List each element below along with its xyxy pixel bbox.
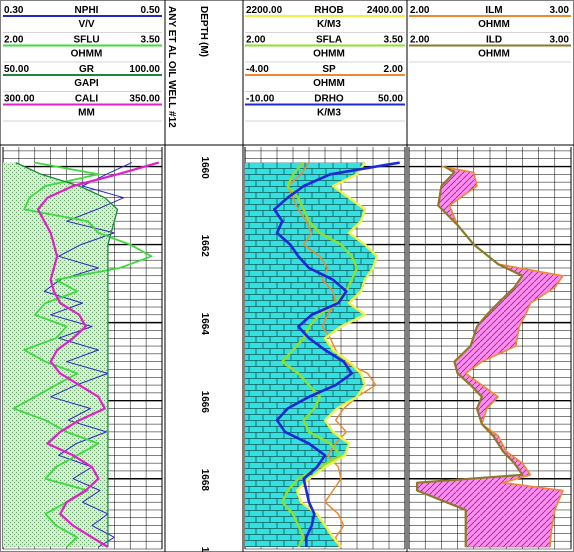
curve-unit-sflu: OHMM [71, 49, 103, 60]
depth-tick-label: 1660 [199, 157, 210, 180]
gr-shading [3, 162, 118, 547]
curve-min-ilm: 2.00 [410, 5, 430, 16]
curve-max-ild: 3.00 [550, 35, 570, 46]
curve-name-cali: CALI [75, 94, 99, 105]
curve-unit-gr: GAPI [74, 78, 99, 89]
curve-min-cali: 300.00 [4, 94, 35, 105]
curve-ild [416, 165, 524, 547]
curve-gr [15, 162, 119, 547]
curve-nphi [43, 162, 133, 548]
curve-name-drho: DRHO [314, 94, 344, 105]
curve-min-sp: -4.00 [246, 64, 269, 75]
curve-unit-drho: K/M3 [317, 108, 341, 119]
curve-max-rhob: 2400.00 [367, 5, 404, 16]
curve-unit-rhob: K/M3 [317, 19, 341, 30]
curve-name-sflu: SFLU [73, 35, 99, 46]
curve-unit-sfla: OHMM [313, 49, 345, 60]
depth-tick-label: 167 [199, 547, 210, 552]
curve-sflu [12, 161, 153, 548]
curve-min-sflu: 2.00 [4, 35, 24, 46]
curve-min-sfla: 2.00 [246, 35, 266, 46]
depth-tick-label: 1664 [199, 313, 210, 336]
depth-track-unit: (M) [198, 42, 209, 57]
curve-min-nphi: 0.30 [4, 5, 24, 16]
depth-track-label: DEPTH [198, 6, 209, 40]
curve-name-gr: GR [79, 64, 95, 75]
curve-drho [272, 161, 400, 547]
curve-unit-ild: OHMM [478, 49, 510, 60]
curve-max-drho: 50.00 [378, 94, 403, 105]
curve-max-sfla: 3.50 [384, 35, 404, 46]
curve-min-ild: 2.00 [410, 35, 430, 46]
depth-tick-label: 1666 [199, 391, 210, 414]
curve-name-ilm: ILM [485, 5, 502, 16]
curve-max-cali: 350.00 [129, 94, 160, 105]
curve-name-sfla: SFLA [316, 35, 342, 46]
curve-name-nphi: NPHI [75, 5, 99, 16]
curve-unit-cali: MM [78, 108, 95, 119]
curve-name-rhob: RHOB [314, 5, 343, 16]
curve-sfla [281, 161, 359, 548]
curve-cali [36, 161, 160, 548]
curve-min-gr: 50.00 [4, 64, 29, 75]
curve-unit-ilm: OHMM [478, 19, 510, 30]
curve-name-sp: SP [322, 64, 336, 75]
curve-max-nphi: 0.50 [141, 5, 161, 16]
depth-tick-label: 1668 [199, 469, 210, 492]
depth-tick-label: 1662 [199, 235, 210, 258]
curve-name-ild: ILD [486, 35, 502, 46]
curve-unit-sp: OHMM [313, 78, 345, 89]
curve-max-sflu: 3.50 [141, 35, 161, 46]
curve-min-rhob: 2200.00 [246, 5, 283, 16]
well-title: ANY ET AL OIL WELL #12 [166, 6, 177, 128]
curve-max-sp: 2.00 [384, 64, 404, 75]
curve-max-ilm: 3.00 [550, 5, 570, 16]
lithology-shading [245, 162, 377, 547]
curve-max-gr: 100.00 [129, 64, 160, 75]
curve-min-drho: -10.00 [246, 94, 275, 105]
curve-rhob [295, 161, 379, 548]
curve-unit-nphi: V/V [78, 19, 94, 30]
